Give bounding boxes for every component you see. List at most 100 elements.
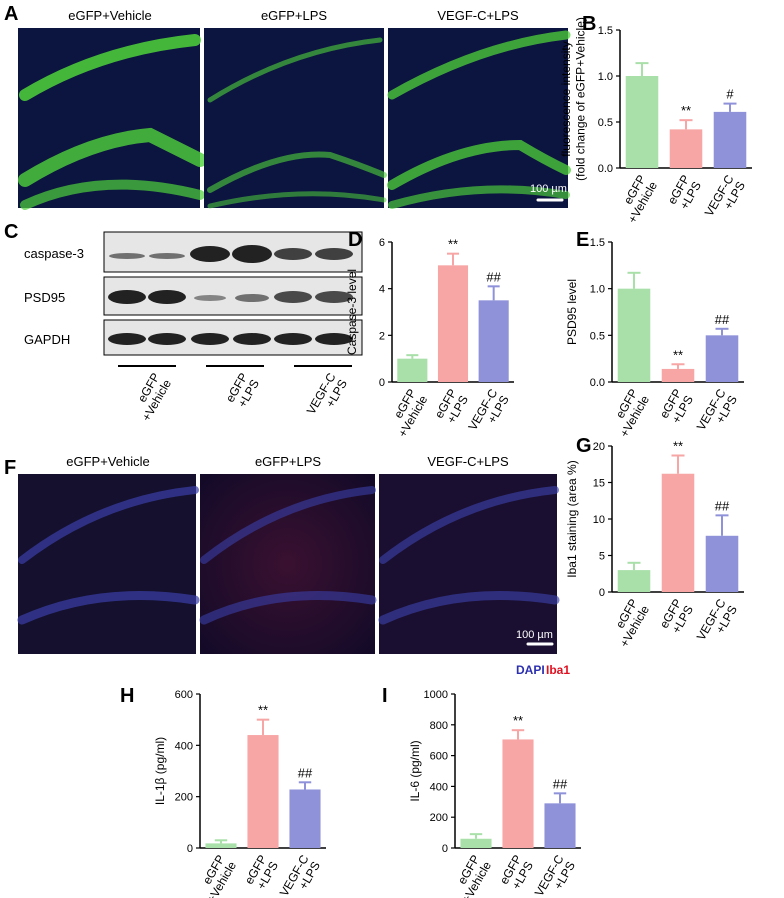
significance-label: ## [298,765,313,780]
y-axis-label-line: Iba1 staining (area %) [565,460,579,577]
x-tick-label: eGFP+LPS [665,173,704,214]
y-axis-label-line: (fold change of eGFP+Vehicle) [573,17,587,181]
bar [397,358,428,382]
bar [502,739,534,848]
x-tick-label: eGFP+Vehicle [448,852,495,898]
y-tick-label: 4 [379,284,385,296]
bar [247,735,279,848]
significance-label: ** [673,347,683,362]
y-tick-label: 0 [599,587,605,599]
image-title: eGFP+LPS [261,8,327,23]
x-tick-label: eGFP+Vehicle [384,386,431,439]
significance-label: ## [715,312,730,327]
significance-label: # [726,87,734,102]
x-tick-label: eGFP+LPS [242,853,281,894]
bar [544,803,576,848]
x-tick-label: eGFP+Vehicle [606,596,653,649]
blot-row-label: caspase-3 [24,246,84,261]
significance-label: ** [681,103,691,118]
western-blot [103,231,363,367]
significance-label: ## [486,269,501,284]
x-tick-label: VEGF-C+LPS [694,596,740,649]
x-tick-label: eGFP+Vehicle [606,386,653,439]
y-axis-label-line: PSD95 level [565,279,579,345]
y-axis-label: IL-1β (pg/ml) [153,737,167,805]
image-title: VEGF-C+LPS [427,454,509,469]
y-axis-label: Iba1 staining (area %) [565,460,579,577]
y-tick-label: 1.0 [598,71,613,83]
stain-legend: DAPI [516,663,545,677]
significance-label: ## [553,776,568,791]
y-axis-label-line: IL-6 (pg/ml) [408,740,422,801]
panel-label: D [348,229,362,251]
bar [478,300,509,382]
y-tick-label: 800 [430,720,448,732]
bar-chart: D 0 2 4 6 Caspase-3 level eGFP+Vehicle ** eGFP+L… [345,229,514,440]
bar [617,570,651,592]
bar [437,265,469,382]
bar [705,535,739,592]
panel-label: H [120,685,134,707]
y-tick-label: 5 [599,551,605,563]
x-tick-label: VEGF-C+LPS [465,386,511,439]
bar [289,789,321,848]
bar [460,838,492,848]
x-tick-label: VEGF-C+LPS [532,852,578,898]
bar [205,843,237,848]
image-title: eGFP+LPS [255,454,321,469]
y-tick-label: 1000 [424,689,448,701]
y-axis-label-line: Caspase-3 level [345,269,359,355]
x-tick-label: eGFP+Vehicle [614,172,661,225]
y-tick-label: 0.5 [590,330,605,342]
y-axis-label: PSD95 level [565,279,579,345]
bar [669,129,703,168]
y-axis-label: fluorescence intensity(fold change of eG… [559,17,587,181]
bar [661,473,695,592]
y-tick-label: 600 [430,751,448,763]
y-axis-label: Caspase-3 level [345,269,359,355]
scale-bar-label: 100 µm [516,629,553,641]
panel-label: E [576,229,589,251]
y-tick-label: 400 [175,740,193,752]
significance-label: ## [715,498,730,513]
significance-label: ** [673,438,683,453]
y-tick-label: 0 [442,843,448,855]
panel-label: A [4,3,18,25]
bar-chart: I 0 200 400 600 800 1000 IL-6 (pg/ml) eGFP+Vehic… [382,685,581,898]
panel-label: G [576,435,592,457]
significance-label: ** [258,703,268,718]
y-tick-label: 600 [175,689,193,701]
bar-chart: H 0 200 400 600 IL-1β (pg/ml) eGFP+Vehicle ** eG… [120,685,326,898]
image-title: eGFP+Vehicle [66,454,149,469]
x-tick-label: eGFP+Vehicle [193,852,240,898]
bar-chart: E 0.0 0.5 1.0 1.5 PSD95 level eGFP+Vehicle ** eG… [565,229,744,440]
blot-group-label: eGFP+LPS [223,371,262,412]
significance-label: ** [513,713,523,728]
y-tick-label: 0.5 [598,117,613,129]
y-tick-label: 20 [593,441,605,453]
bar [705,335,739,382]
bar [625,76,659,168]
x-tick-label: eGFP+LPS [497,853,536,894]
x-tick-label: eGFP+LPS [657,597,696,638]
x-tick-label: eGFP+LPS [432,387,471,428]
bar [713,111,747,168]
x-tick-label: VEGF-C+LPS [277,852,323,898]
significance-label: ** [448,237,458,252]
fluorescence-images [18,28,571,210]
blot-group-label: eGFP+Vehicle [128,370,175,423]
stain-legend: Iba1 [546,663,570,677]
bar-chart: B 0.0 0.5 1.0 1.5 fluorescence intensity(fold… [559,13,752,226]
y-tick-label: 0.0 [590,377,605,389]
panel-label: C [4,221,18,243]
blot-group-label: VEGF-C+LPS [304,370,350,423]
y-tick-label: 200 [175,792,193,804]
bar [617,288,651,382]
y-tick-label: 200 [430,812,448,824]
y-tick-label: 10 [593,514,605,526]
image-title: VEGF-C+LPS [437,8,519,23]
blot-row-label: GAPDH [24,332,70,347]
blot-row-label: PSD95 [24,290,65,305]
